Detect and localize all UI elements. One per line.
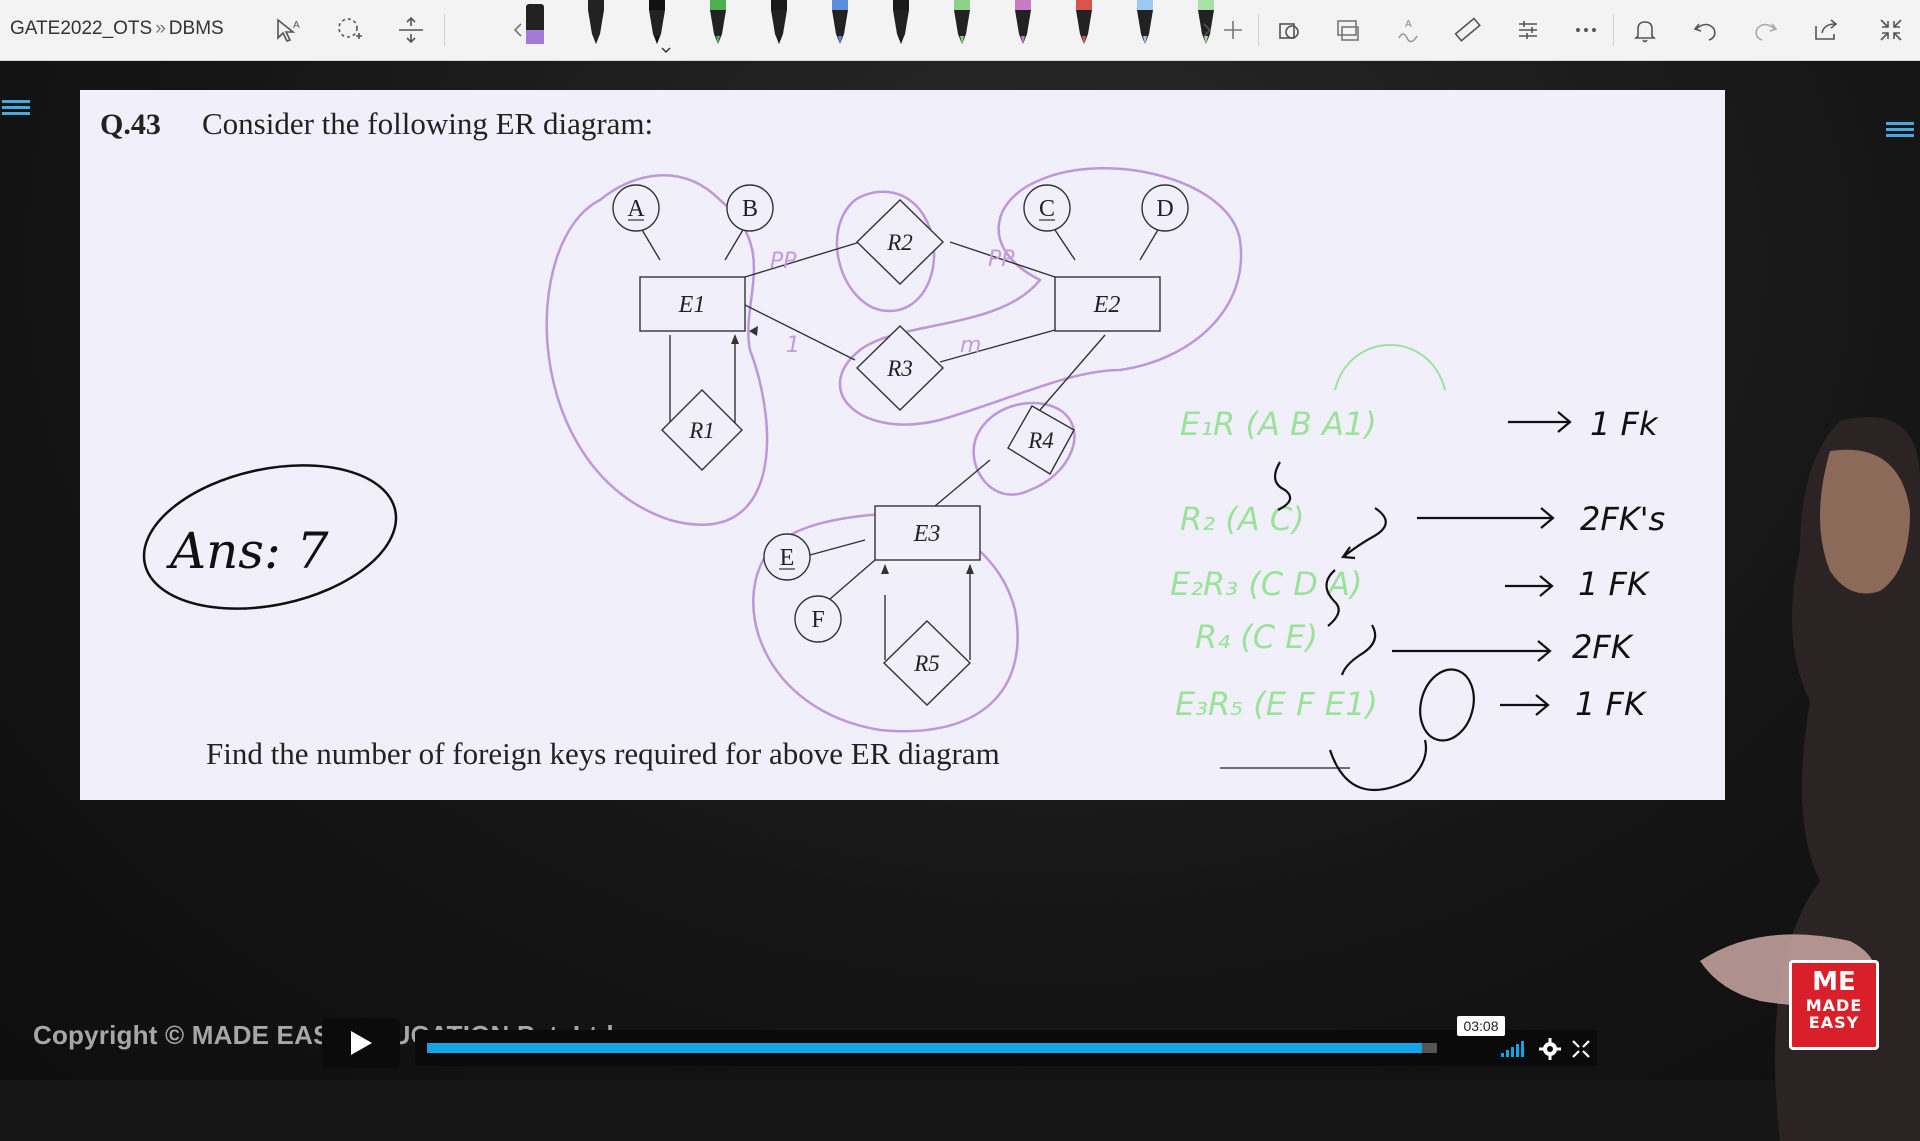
left-menu-icon[interactable]: [2, 97, 30, 117]
entity-e2: E2: [1093, 292, 1121, 318]
answer-oval: [142, 464, 398, 610]
scroll-left-icon[interactable]: [500, 12, 522, 48]
progress-bar[interactable]: [427, 1043, 1437, 1053]
entities: [639, 276, 1161, 561]
solution-schema-4: R₄ (C E): [1195, 618, 1318, 656]
text-select-icon[interactable]: A: [270, 12, 306, 48]
pen-10-icon[interactable]: [1069, 0, 1099, 56]
relationship-r3: R3: [886, 356, 913, 381]
settings-gear-icon[interactable]: [1538, 1037, 1562, 1061]
question-footer: Find the number of foreign keys required…: [206, 736, 1000, 771]
progress-fill: [427, 1043, 1422, 1053]
pen-2-icon[interactable]: [581, 0, 611, 56]
ruler-icon[interactable]: [1450, 12, 1486, 48]
collapse-icon[interactable]: [1873, 12, 1909, 48]
more-icon[interactable]: [1568, 12, 1604, 48]
shapes-icon[interactable]: [1270, 12, 1306, 48]
breadcrumb-separator: »: [155, 18, 166, 39]
attribute-e: E: [780, 545, 795, 571]
solution-result-3: 1 FK: [1578, 565, 1651, 603]
pen-8-icon[interactable]: [947, 0, 977, 56]
annotation-pp-right: PP: [988, 247, 1015, 272]
toolbar-divider: [1258, 14, 1259, 46]
relationship-r5: R5: [913, 651, 940, 676]
solution-result-5: 1 FK: [1575, 685, 1648, 723]
logo-word-made: MADE: [1805, 996, 1863, 1015]
attribute-c: C: [1039, 196, 1055, 222]
breadcrumb: GATE2022_OTS» DBMS: [10, 18, 224, 40]
annotation-m: m: [960, 333, 981, 358]
attribute-b: B: [742, 196, 758, 222]
attribute-d: D: [1156, 196, 1173, 222]
attribute-a: A: [627, 196, 645, 222]
solution-loop-arrow: [1334, 344, 1446, 391]
breadcrumb-notebook[interactable]: GATE2022_OTS: [10, 18, 153, 39]
insert-space-icon[interactable]: [393, 12, 429, 48]
ink-to-text-icon[interactable]: A: [1391, 12, 1427, 48]
svg-text:A: A: [293, 20, 300, 31]
toolbar: GATE2022_OTS» DBMS A A: [0, 0, 1920, 61]
fullscreen-icon[interactable]: [1570, 1038, 1592, 1060]
svg-text:A: A: [1405, 19, 1412, 30]
solution-list: E₁R (A B A1) R₂ (A C) E₂R₃ (C D A) R₄ (C…: [1170, 405, 1665, 723]
lasso-icon[interactable]: [332, 12, 368, 48]
annotation-pp-left: PP: [770, 249, 797, 274]
pen-3-icon[interactable]: [642, 0, 672, 56]
breadcrumb-section[interactable]: DBMS: [168, 18, 224, 39]
share-icon[interactable]: [1808, 12, 1844, 48]
solution-schema-1: E₁R (A B A1): [1180, 405, 1377, 443]
pen-7-icon[interactable]: [886, 0, 916, 56]
undo-icon[interactable]: [1687, 12, 1723, 48]
annotation-one: 1: [786, 333, 800, 358]
ink-to-shape-icon[interactable]: [1330, 12, 1366, 48]
pen-1-icon[interactable]: [520, 0, 550, 56]
toolbar-divider: [444, 14, 445, 46]
pen-4-icon[interactable]: [703, 0, 733, 56]
pen-5-icon[interactable]: [764, 0, 794, 56]
scroll-right-icon[interactable]: [1189, 12, 1212, 48]
relationship-r2: R2: [886, 230, 913, 255]
relationship-r1: R1: [688, 418, 715, 443]
solution-result-4: 2FK: [1572, 628, 1635, 666]
relationship-r4: R4: [1027, 428, 1054, 453]
volume-icon[interactable]: [1500, 1041, 1526, 1057]
made-easy-logo: ME MADE EASY: [1789, 960, 1879, 1050]
bell-icon[interactable]: [1627, 12, 1663, 48]
right-menu-icon[interactable]: [1886, 119, 1914, 139]
solution-schema-5: E₃R₅ (E F E1): [1175, 685, 1378, 723]
entity-e1: E1: [678, 292, 706, 318]
play-icon: [351, 1031, 372, 1055]
adjust-icon[interactable]: [1510, 12, 1546, 48]
er-diagram: Q.43 Consider the following ER diagram: …: [100, 106, 1665, 792]
key-underlines: [628, 219, 1055, 570]
attributes: [612, 184, 1189, 643]
relationships: [661, 199, 1075, 706]
question-text: Consider the following ER diagram:: [202, 106, 653, 141]
logo-mark: ME: [1812, 967, 1856, 997]
highlighter-loops: [545, 167, 1243, 733]
entity-e3: E3: [913, 521, 941, 547]
solution-result-1: 1 Fk: [1590, 405, 1659, 443]
video-stage: Q.43 Consider the following ER diagram: …: [0, 61, 1920, 1141]
solution-result-2: 2FK's: [1580, 500, 1665, 538]
add-pen-icon[interactable]: [1215, 12, 1251, 48]
er-arrowheads: [731, 326, 974, 574]
pen-9-icon[interactable]: [1008, 0, 1038, 56]
answer-text: Ans: 7: [166, 522, 329, 580]
redo-icon[interactable]: [1748, 12, 1784, 48]
play-button[interactable]: [322, 1018, 400, 1068]
attribute-f: F: [811, 607, 824, 633]
toolbar-divider: [1613, 14, 1614, 46]
question-slide: Q.43 Consider the following ER diagram: …: [80, 90, 1725, 800]
pen-11-icon[interactable]: [1130, 0, 1160, 56]
logo-word-easy: EASY: [1808, 1013, 1860, 1032]
time-badge: 03:08: [1457, 1016, 1505, 1036]
pen-6-icon[interactable]: [825, 0, 855, 56]
question-number: Q.43: [100, 108, 161, 141]
solution-arrows: [1273, 411, 1572, 792]
player-controls: [415, 1030, 1597, 1066]
